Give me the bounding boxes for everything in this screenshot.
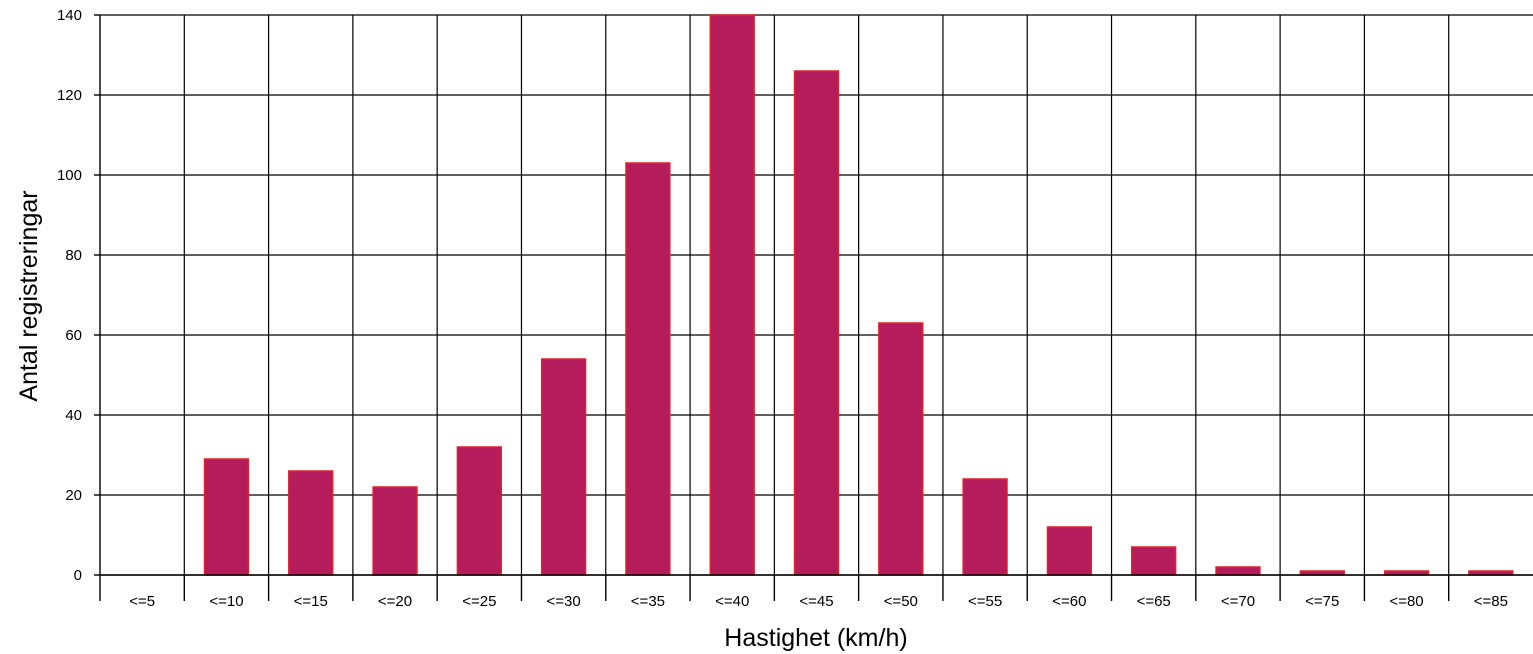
x-tick-label-16: <=85 bbox=[1474, 593, 1508, 610]
bar-10 bbox=[962, 478, 1008, 576]
bar-3 bbox=[372, 486, 418, 576]
y-tick-label-20: 20 bbox=[65, 487, 82, 504]
x-tick-label-7: <=40 bbox=[715, 593, 749, 610]
x-axis-title: Hastighet (km/h) bbox=[724, 624, 907, 652]
y-tick-labels: 0 20 40 60 80 100 120 140 bbox=[57, 7, 82, 584]
y-tick-label-40: 40 bbox=[65, 407, 82, 424]
bar-2 bbox=[288, 470, 334, 576]
bars bbox=[203, 14, 1514, 576]
bar-1 bbox=[203, 458, 250, 576]
x-tick-label-12: <=65 bbox=[1137, 593, 1171, 610]
x-tick-labels: <=5 <=10 <=15 <=20 <=25 <=30 <=35 <=40 <=45 <=50 <… bbox=[129, 593, 1508, 610]
x-tick-label-0: <=5 bbox=[129, 593, 155, 610]
axes bbox=[94, 14, 1533, 601]
y-tick-label-100: 100 bbox=[57, 167, 82, 184]
bar-6 bbox=[625, 162, 671, 576]
y-tick-label-140: 140 bbox=[57, 7, 82, 24]
y-tick-label-120: 120 bbox=[57, 87, 82, 104]
x-tick-label-13: <=70 bbox=[1221, 593, 1255, 610]
x-tick-label-9: <=50 bbox=[884, 593, 918, 610]
y-tick-label-60: 60 bbox=[65, 327, 82, 344]
bar-4 bbox=[456, 446, 502, 576]
x-tick-label-4: <=25 bbox=[462, 593, 496, 610]
bar-11 bbox=[1046, 526, 1093, 576]
y-tick-label-0: 0 bbox=[74, 567, 82, 584]
x-tick-label-8: <=45 bbox=[799, 593, 833, 610]
bar-8 bbox=[793, 70, 840, 576]
x-tick-label-2: <=15 bbox=[294, 593, 328, 610]
bar-5 bbox=[540, 358, 587, 576]
x-tick-label-11: <=60 bbox=[1052, 593, 1086, 610]
bar-13 bbox=[1215, 566, 1261, 576]
x-tick-label-10: <=55 bbox=[968, 593, 1002, 610]
x-tick-label-15: <=80 bbox=[1389, 593, 1423, 610]
x-tick-label-3: <=20 bbox=[378, 593, 412, 610]
x-tick-label-14: <=75 bbox=[1305, 593, 1339, 610]
bar-12 bbox=[1131, 546, 1177, 576]
bar-7 bbox=[709, 14, 755, 576]
y-axis-title: Antal registreringar bbox=[15, 190, 43, 401]
y-tick-label-80: 80 bbox=[65, 247, 82, 264]
x-tick-label-1: <=10 bbox=[209, 593, 243, 610]
x-tick-label-6: <=35 bbox=[631, 593, 665, 610]
x-tick-label-5: <=30 bbox=[547, 593, 581, 610]
bar-9 bbox=[878, 322, 924, 576]
